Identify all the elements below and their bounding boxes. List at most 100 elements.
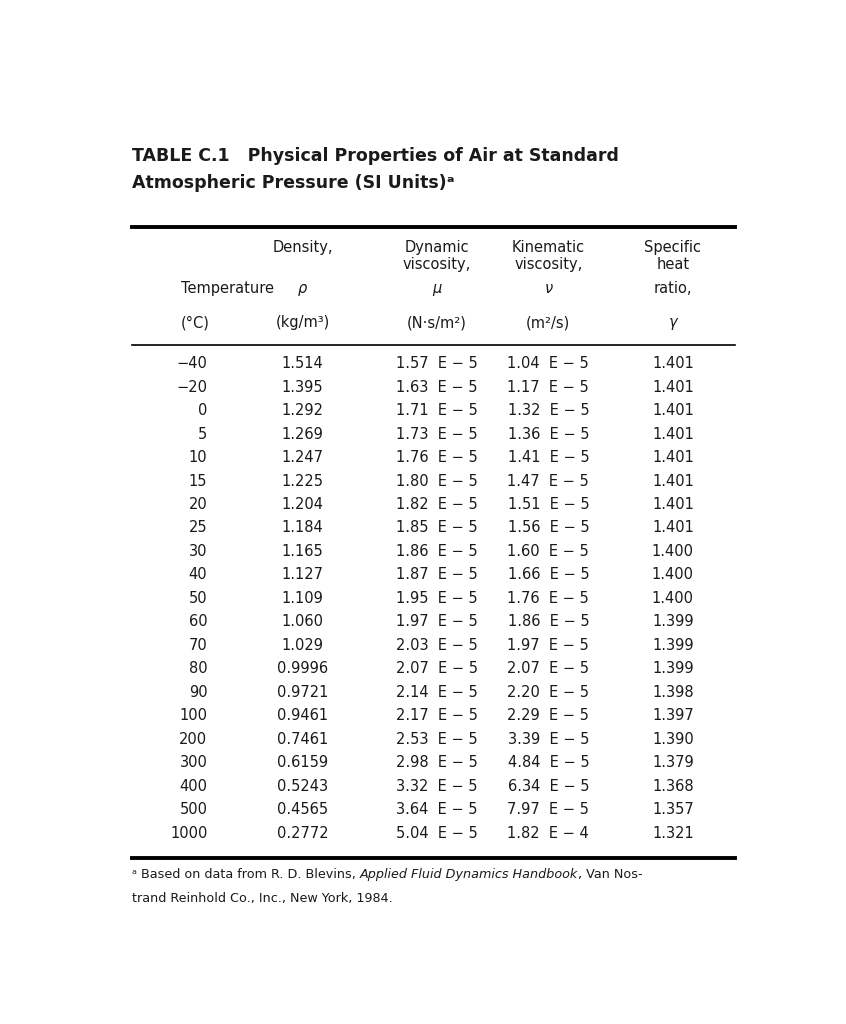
Text: 1.401: 1.401 (652, 427, 694, 441)
Text: 20: 20 (189, 497, 207, 512)
Text: 1.400: 1.400 (652, 591, 694, 606)
Text: 200: 200 (179, 732, 207, 746)
Text: , Van Nos-: , Van Nos- (578, 868, 643, 881)
Text: 0.9461: 0.9461 (277, 709, 328, 723)
Text: 3.39  E − 5: 3.39 E − 5 (508, 732, 589, 746)
Text: 300: 300 (179, 755, 207, 770)
Text: 2.20  E − 5: 2.20 E − 5 (508, 685, 590, 699)
Text: 500: 500 (179, 802, 207, 817)
Text: 1.76  E − 5: 1.76 E − 5 (508, 591, 589, 606)
Text: 0: 0 (198, 403, 207, 418)
Text: Dynamic
viscosity,: Dynamic viscosity, (403, 240, 471, 272)
Text: 1.41  E − 5: 1.41 E − 5 (508, 451, 589, 465)
Text: 1.63  E − 5: 1.63 E − 5 (396, 380, 478, 394)
Text: 0.9996: 0.9996 (277, 662, 328, 676)
Text: 1.97  E − 5: 1.97 E − 5 (396, 614, 478, 630)
Text: 1.292: 1.292 (282, 403, 323, 418)
Text: Applied Fluid Dynamics Handbook: Applied Fluid Dynamics Handbook (360, 868, 578, 881)
Text: 1.401: 1.401 (652, 451, 694, 465)
Text: 1.204: 1.204 (282, 497, 323, 512)
Text: 30: 30 (189, 544, 207, 559)
Text: 1.85  E − 5: 1.85 E − 5 (396, 520, 478, 536)
Text: Atmospheric Pressure (SI Units)ᵃ: Atmospheric Pressure (SI Units)ᵃ (132, 174, 454, 193)
Text: 50: 50 (189, 591, 207, 606)
Text: 1.82  E − 5: 1.82 E − 5 (396, 497, 478, 512)
Text: (kg/m³): (kg/m³) (275, 315, 330, 331)
Text: 25: 25 (189, 520, 207, 536)
Text: 1.401: 1.401 (652, 497, 694, 512)
Text: ν: ν (544, 281, 552, 296)
Text: 2.17  E − 5: 2.17 E − 5 (396, 709, 478, 723)
Text: 1.87  E − 5: 1.87 E − 5 (396, 567, 478, 583)
Text: Kinematic
viscosity,: Kinematic viscosity, (512, 240, 585, 272)
Text: Temperature: Temperature (181, 281, 274, 296)
Text: ᵃ Based on data from R. D. Blevins,: ᵃ Based on data from R. D. Blevins, (132, 868, 360, 881)
Text: 2.07  E − 5: 2.07 E − 5 (396, 662, 478, 676)
Text: 1.400: 1.400 (652, 567, 694, 583)
Text: 1.86  E − 5: 1.86 E − 5 (396, 544, 478, 559)
Text: 6.34  E − 5: 6.34 E − 5 (508, 778, 589, 794)
Text: 1.400: 1.400 (652, 544, 694, 559)
Text: 1.47  E − 5: 1.47 E − 5 (508, 473, 589, 488)
Text: 0.5243: 0.5243 (277, 778, 328, 794)
Text: 1.56  E − 5: 1.56 E − 5 (508, 520, 589, 536)
Text: 2.03  E − 5: 2.03 E − 5 (396, 638, 478, 652)
Text: 100: 100 (179, 709, 207, 723)
Text: 2.14  E − 5: 2.14 E − 5 (396, 685, 478, 699)
Text: 1.71  E − 5: 1.71 E − 5 (396, 403, 478, 418)
Text: (m²/s): (m²/s) (526, 315, 570, 331)
Text: 1.357: 1.357 (652, 802, 694, 817)
Text: 7.97  E − 5: 7.97 E − 5 (508, 802, 590, 817)
Text: −40: −40 (177, 356, 207, 371)
Text: 1.60  E − 5: 1.60 E − 5 (508, 544, 589, 559)
Text: (°C): (°C) (181, 315, 210, 331)
Text: ratio,: ratio, (654, 281, 692, 296)
Text: TABLE C.1   Physical Properties of Air at Standard: TABLE C.1 Physical Properties of Air at … (132, 146, 619, 165)
Text: 1.95  E − 5: 1.95 E − 5 (396, 591, 478, 606)
Text: 2.53  E − 5: 2.53 E − 5 (396, 732, 478, 746)
Text: 70: 70 (189, 638, 207, 652)
Text: Specific
heat: Specific heat (645, 240, 701, 272)
Text: 0.7461: 0.7461 (277, 732, 328, 746)
Text: 1.399: 1.399 (652, 638, 694, 652)
Text: 15: 15 (189, 473, 207, 488)
Text: 1.51  E − 5: 1.51 E − 5 (508, 497, 589, 512)
Text: 3.64  E − 5: 3.64 E − 5 (396, 802, 478, 817)
Text: 1.395: 1.395 (282, 380, 323, 394)
Text: 1.76  E − 5: 1.76 E − 5 (396, 451, 478, 465)
Text: 1.368: 1.368 (652, 778, 694, 794)
Text: 1.109: 1.109 (282, 591, 323, 606)
Text: 1.127: 1.127 (282, 567, 323, 583)
Text: 5: 5 (198, 427, 207, 441)
Text: −20: −20 (176, 380, 207, 394)
Text: 0.4565: 0.4565 (277, 802, 328, 817)
Text: 1.029: 1.029 (282, 638, 323, 652)
Text: 1.060: 1.060 (282, 614, 323, 630)
Text: 1.247: 1.247 (282, 451, 323, 465)
Text: 1.401: 1.401 (652, 403, 694, 418)
Text: 0.2772: 0.2772 (277, 825, 328, 841)
Text: 1.401: 1.401 (652, 520, 694, 536)
Text: 1.17  E − 5: 1.17 E − 5 (508, 380, 589, 394)
Text: 1.401: 1.401 (652, 473, 694, 488)
Text: 90: 90 (189, 685, 207, 699)
Text: 1.390: 1.390 (652, 732, 694, 746)
Text: Density,: Density, (272, 240, 332, 255)
Text: 80: 80 (189, 662, 207, 676)
Text: 400: 400 (179, 778, 207, 794)
Text: 1.399: 1.399 (652, 614, 694, 630)
Text: 1.73  E − 5: 1.73 E − 5 (396, 427, 478, 441)
Text: ρ: ρ (298, 281, 307, 296)
Text: 1000: 1000 (170, 825, 207, 841)
Text: 2.29  E − 5: 2.29 E − 5 (508, 709, 590, 723)
Text: 2.98  E − 5: 2.98 E − 5 (396, 755, 478, 770)
Text: 1.86  E − 5: 1.86 E − 5 (508, 614, 589, 630)
Text: 1.401: 1.401 (652, 380, 694, 394)
Text: 1.80  E − 5: 1.80 E − 5 (396, 473, 478, 488)
Text: 1.397: 1.397 (652, 709, 694, 723)
Text: 5.04  E − 5: 5.04 E − 5 (396, 825, 478, 841)
Text: 1.82  E − 4: 1.82 E − 4 (508, 825, 589, 841)
Text: μ: μ (432, 281, 442, 296)
Text: 1.97  E − 5: 1.97 E − 5 (508, 638, 589, 652)
Text: 60: 60 (189, 614, 207, 630)
